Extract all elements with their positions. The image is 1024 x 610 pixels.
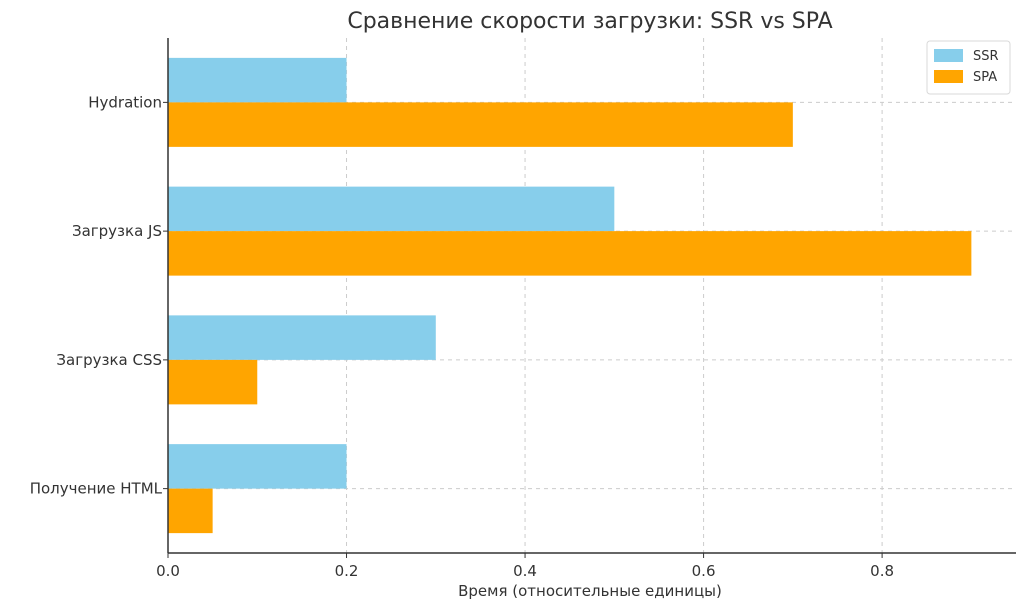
x-ticks: 0.0 0.2 0.4 0.6 0.8	[156, 553, 894, 580]
x-axis-label: Время (относительные единицы)	[458, 582, 722, 600]
y-tick-label: Получение HTML	[30, 480, 163, 498]
bar-ssr	[168, 186, 615, 232]
legend-label-spa: SPA	[973, 70, 997, 85]
x-tick-label: 0.4	[513, 562, 537, 580]
y-tick-label: Hydration	[88, 93, 162, 111]
chart-title: Сравнение скорости загрузки: SSR vs SPA	[347, 9, 832, 34]
x-tick-label: 0.6	[692, 562, 716, 580]
bar-spa	[168, 359, 258, 405]
bar-ssr	[168, 444, 347, 489]
x-tick-label: 0.8	[870, 562, 894, 580]
legend-swatch-spa	[934, 70, 963, 83]
bars	[168, 57, 972, 534]
legend-swatch-ssr	[934, 49, 963, 62]
x-tick-label: 0.2	[335, 562, 359, 580]
bar-ssr	[168, 315, 436, 360]
x-tick-label: 0.0	[156, 562, 180, 580]
y-tick-label: Загрузка CSS	[56, 351, 162, 369]
legend: SSR SPA	[926, 40, 1011, 95]
legend-label-ssr: SSR	[973, 49, 999, 64]
bar-spa	[168, 102, 793, 147]
y-tick-label: Загрузка JS	[72, 222, 162, 240]
bar-spa	[168, 231, 972, 276]
bar-ssr	[168, 57, 347, 103]
y-ticks: Hydration Загрузка JS Загрузка CSS Получени…	[30, 93, 168, 498]
bar-spa	[168, 488, 213, 534]
